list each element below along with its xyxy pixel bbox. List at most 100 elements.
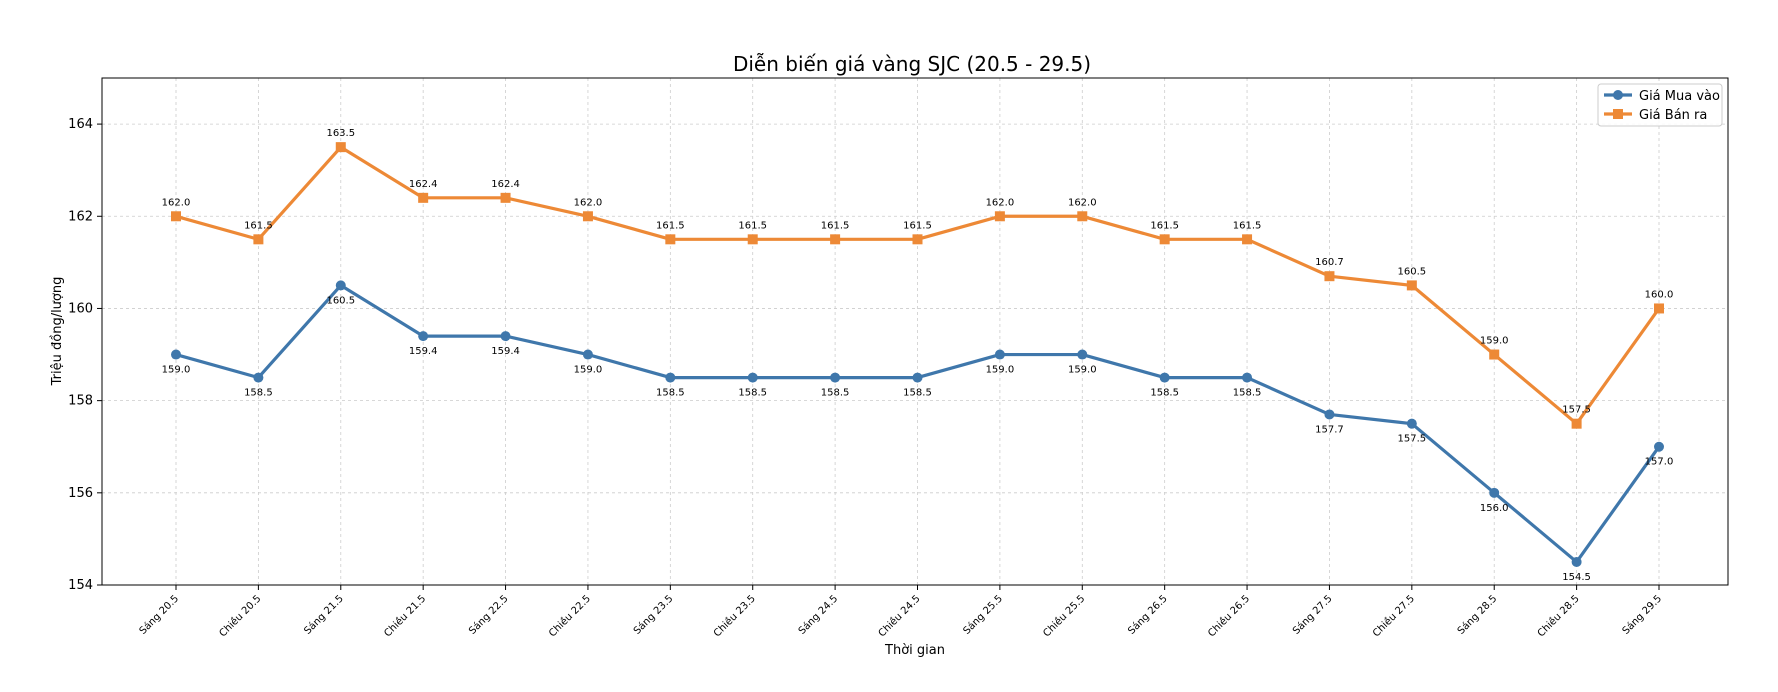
x-tick-label: Sáng 26.5 — [1126, 593, 1170, 637]
data-label: 161.5 — [821, 220, 850, 231]
data-label: 163.5 — [326, 128, 355, 139]
x-tick-label: Sáng 27.5 — [1290, 593, 1334, 637]
data-label: 158.5 — [821, 388, 850, 399]
series-marker — [335, 142, 346, 153]
x-tick-label: Chiều 24.5 — [876, 593, 923, 640]
series-marker — [1489, 487, 1500, 498]
x-tick-label: Sáng 22.5 — [466, 593, 510, 637]
legend-marker — [1613, 90, 1623, 100]
series-marker — [747, 234, 758, 245]
series-marker — [830, 234, 841, 245]
x-axis: Sáng 20.5 Chiều 20.5 Sáng 21.5 Chiều 21.5 Sá… — [137, 585, 1664, 639]
data-label-layer: 159.0 158.5 160.5 159.4 159.4 159.0 158.5 158.5… — [162, 128, 1674, 583]
x-tick-label: Chiều 25.5 — [1041, 593, 1088, 640]
data-label: 161.5 — [738, 220, 767, 231]
x-tick-label: Chiều 27.5 — [1370, 593, 1417, 640]
legend: Giá Mua vào Giá Bán ra — [1597, 83, 1723, 127]
chart-title: Diễn biến giá vàng SJC (20.5 - 29.5) — [733, 52, 1091, 76]
x-tick-label: Sáng 21.5 — [302, 593, 346, 637]
data-label: 162.4 — [491, 179, 520, 190]
data-label: 157.5 — [1398, 434, 1427, 445]
data-label: 159.0 — [162, 365, 191, 376]
series-marker — [1406, 418, 1417, 429]
data-label: 158.5 — [1233, 388, 1262, 399]
data-label: 159.0 — [574, 365, 603, 376]
data-label: 159.0 — [986, 365, 1015, 376]
x-tick-label: Chiều 26.5 — [1205, 593, 1252, 640]
series-marker — [1077, 349, 1088, 360]
data-label: 160.5 — [1398, 266, 1427, 277]
data-label: 158.5 — [738, 388, 767, 399]
series-marker — [335, 280, 346, 291]
series-marker — [1406, 280, 1417, 291]
data-label: 158.5 — [1150, 388, 1179, 399]
data-label: 162.0 — [574, 197, 603, 208]
data-label: 159.4 — [491, 346, 520, 357]
x-tick-label: Sáng 28.5 — [1455, 593, 1499, 637]
y-axis: 154 156 158 160 162 164 — [68, 117, 102, 593]
data-label: 162.4 — [409, 179, 438, 190]
series-marker — [582, 211, 593, 222]
data-label: 161.5 — [1233, 220, 1262, 231]
data-label: 162.0 — [162, 197, 191, 208]
y-tick-label: 156 — [68, 486, 93, 501]
series-marker — [253, 234, 264, 245]
series-marker — [171, 349, 181, 360]
grid-layer — [102, 78, 1728, 586]
y-tick-label: 154 — [68, 578, 93, 593]
series-marker — [1654, 303, 1664, 314]
data-label: 159.0 — [1480, 336, 1509, 347]
data-label: 160.5 — [326, 295, 355, 306]
series-marker — [418, 192, 429, 203]
series-marker — [1242, 372, 1253, 383]
x-tick-label: Sáng 24.5 — [796, 593, 840, 637]
series-marker — [747, 372, 758, 383]
series-marker — [1242, 234, 1253, 245]
y-axis-label: Triệu đồng/lượng — [50, 277, 65, 387]
y-tick-label: 158 — [68, 394, 93, 409]
data-label: 161.5 — [903, 220, 932, 231]
series-marker — [500, 192, 511, 203]
series-marker — [912, 372, 923, 383]
y-tick-label: 160 — [68, 301, 93, 316]
x-tick-label: Chiều 20.5 — [217, 593, 264, 640]
data-label: 158.5 — [244, 388, 273, 399]
data-label: 157.7 — [1315, 424, 1344, 435]
x-tick-label: Sáng 23.5 — [631, 593, 675, 637]
data-label: 161.5 — [1150, 220, 1179, 231]
legend-marker — [1613, 109, 1623, 119]
data-label: 162.0 — [1068, 197, 1097, 208]
data-label: 161.5 — [244, 220, 273, 231]
series-marker — [253, 372, 264, 383]
x-tick-label: Sáng 20.5 — [137, 593, 181, 637]
x-tick-label: Chiều 28.5 — [1535, 593, 1582, 640]
series-marker — [830, 372, 841, 383]
series-marker — [418, 331, 429, 342]
data-label: 159.4 — [409, 346, 438, 357]
plot-frame — [101, 77, 1729, 586]
data-label: 160.7 — [1315, 257, 1344, 268]
data-label: 159.0 — [1068, 365, 1097, 376]
data-label: 158.5 — [903, 388, 932, 399]
series-marker — [1571, 418, 1582, 429]
series-marker — [1159, 372, 1170, 383]
x-tick-label: Sáng 25.5 — [961, 593, 1005, 637]
series-marker — [1077, 211, 1088, 222]
data-label: 160.0 — [1645, 289, 1674, 300]
y-tick-label: 162 — [68, 209, 93, 224]
data-label: 157.5 — [1562, 405, 1591, 416]
legend-entry: Giá Mua vào — [1639, 89, 1720, 104]
series-marker — [1489, 349, 1500, 360]
series-marker — [994, 211, 1005, 222]
data-label: 154.5 — [1562, 572, 1591, 583]
series-marker — [1324, 271, 1335, 282]
x-tick-label: Chiều 22.5 — [546, 593, 593, 640]
data-label: 162.0 — [986, 197, 1015, 208]
legend-entry: Giá Bán ra — [1639, 108, 1707, 123]
data-label: 161.5 — [656, 220, 685, 231]
series-marker — [994, 349, 1005, 360]
x-tick-label: Chiều 21.5 — [382, 593, 429, 640]
data-label: 157.0 — [1645, 457, 1674, 468]
data-label: 156.0 — [1480, 503, 1509, 514]
